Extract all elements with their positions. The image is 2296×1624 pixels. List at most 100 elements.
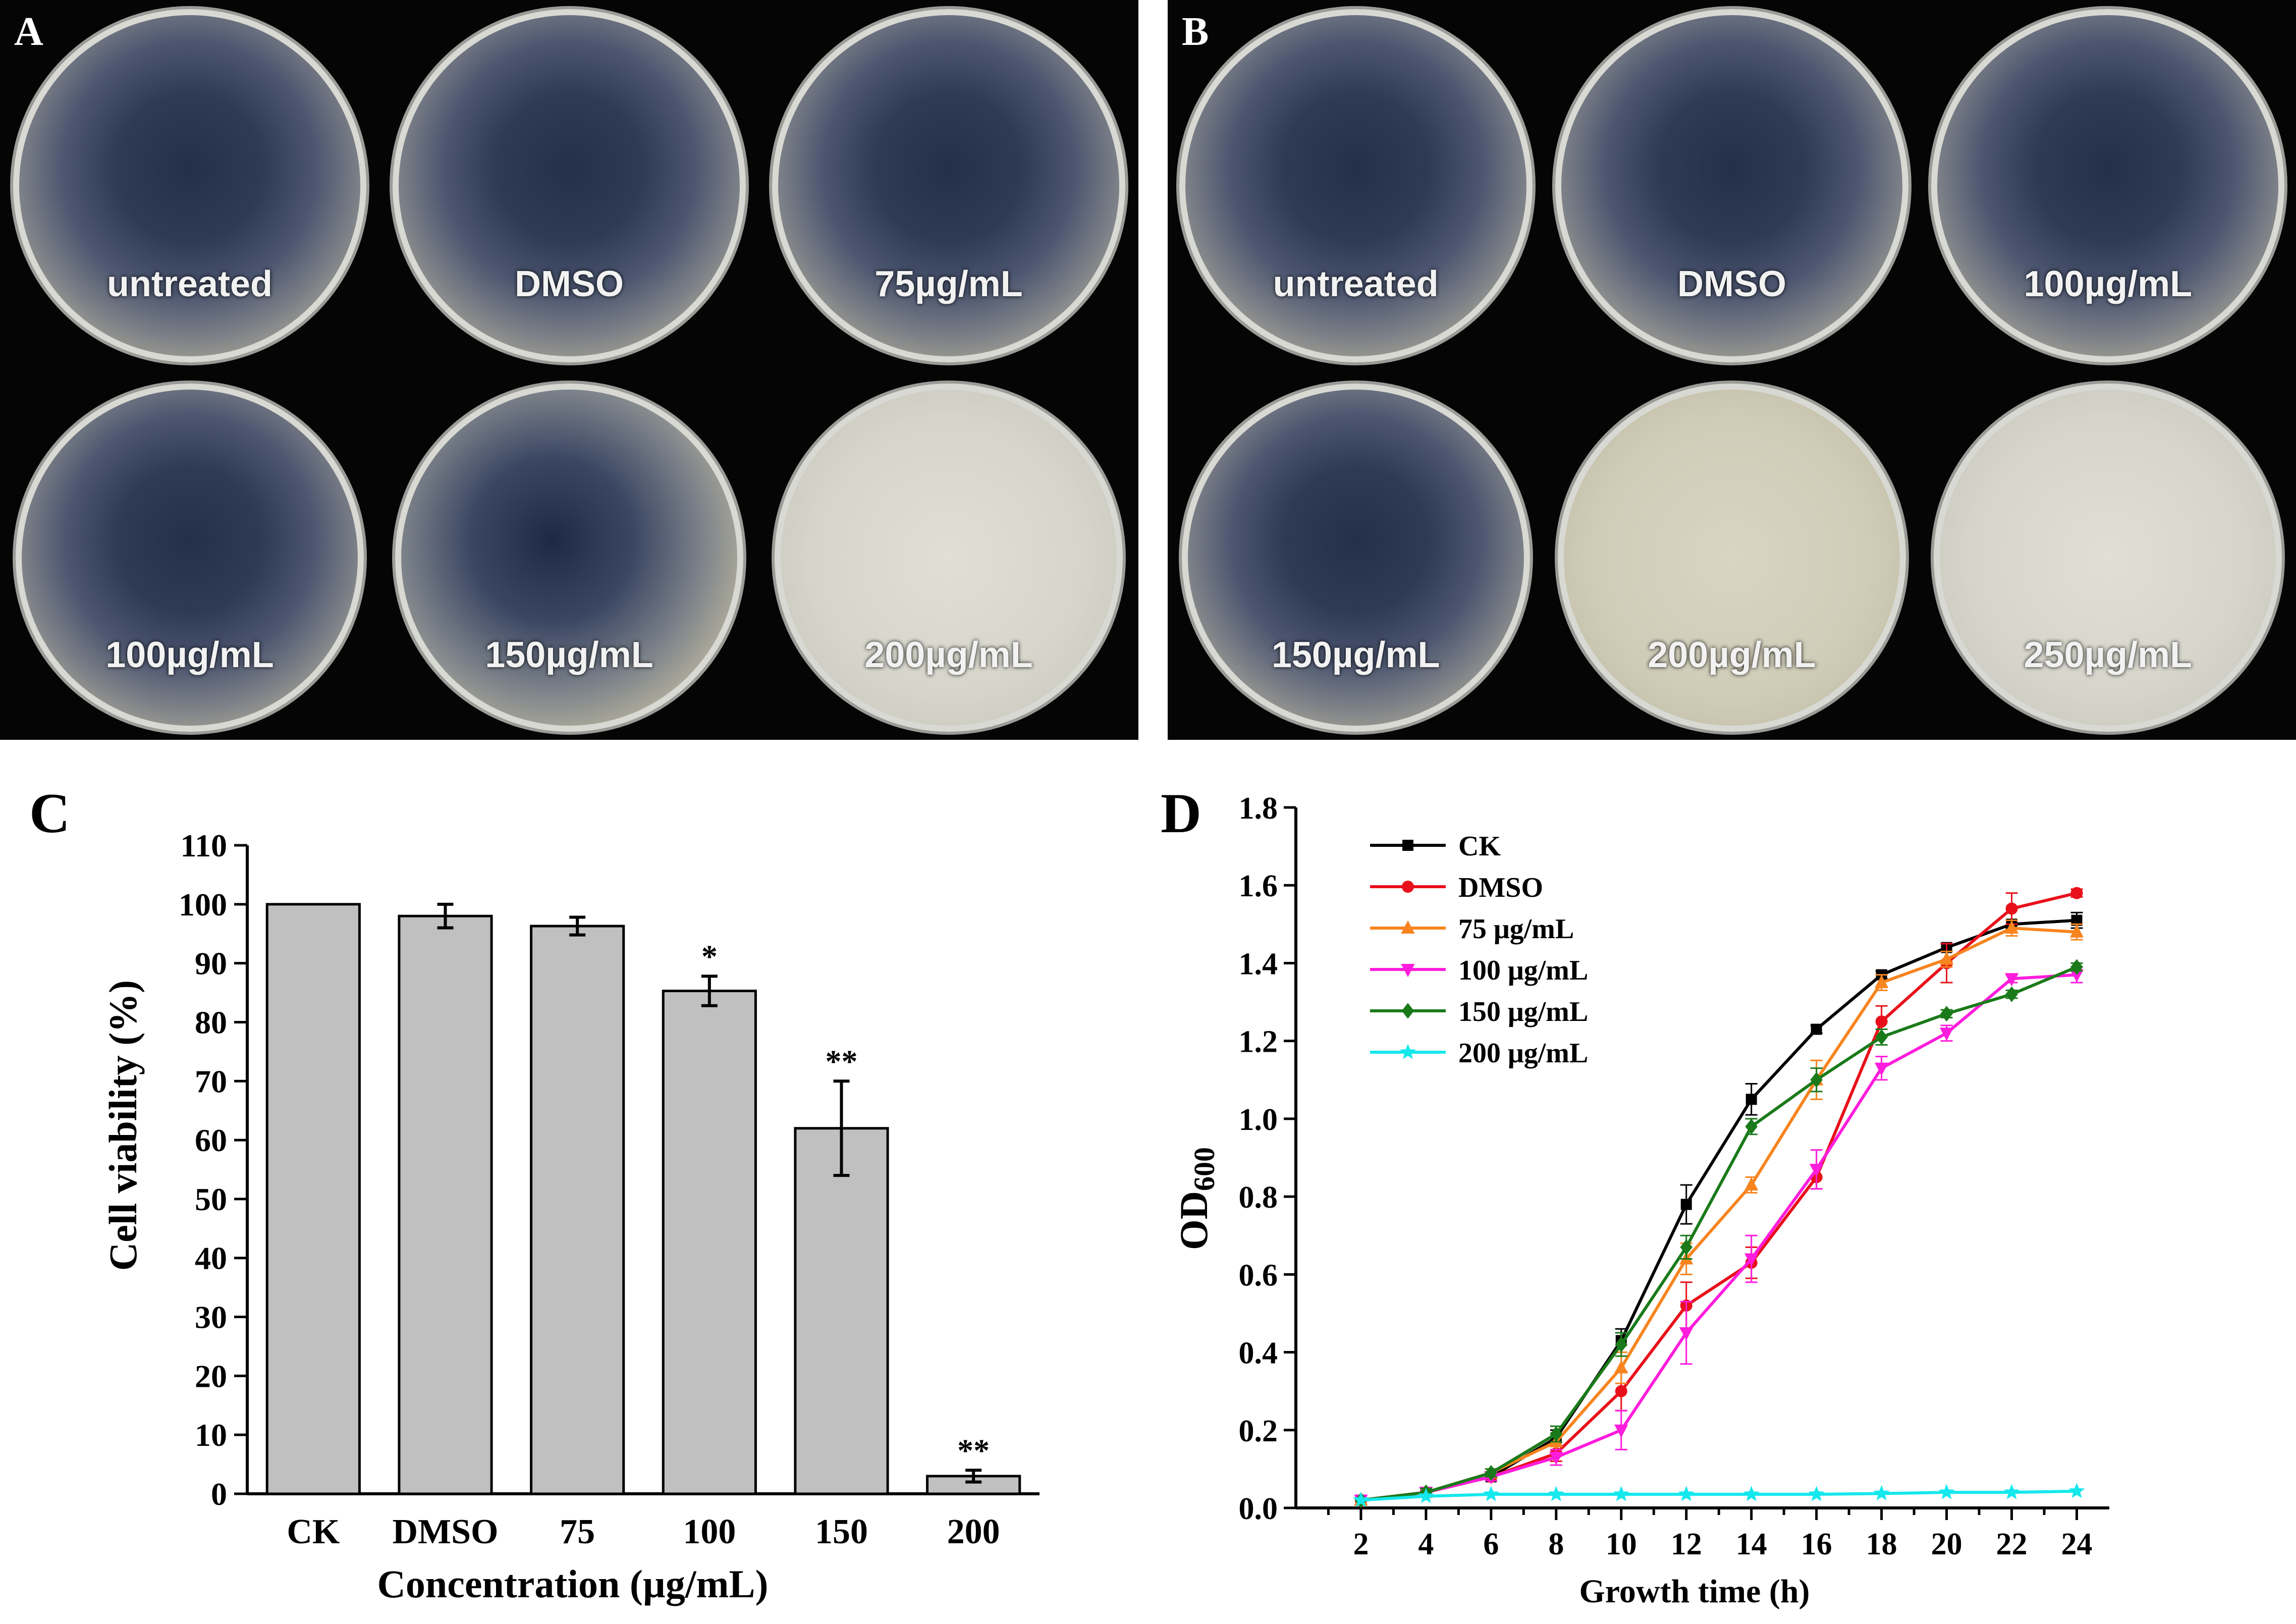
y-tick-label: 30 — [195, 1300, 227, 1335]
panel-a-photo: A untreated DMSO 75µg/mL 100µg/mL 150µg/mL 20… — [0, 0, 1138, 740]
data-point — [1401, 1003, 1414, 1019]
data-point — [2003, 1484, 2020, 1499]
x-tick-label: 200 — [947, 1512, 1000, 1551]
data-point — [1550, 1426, 1563, 1442]
y-tick-label: 100 — [179, 887, 227, 923]
data-point — [1678, 1486, 1694, 1501]
x-tick-label: 75 — [560, 1512, 595, 1551]
y-tick-label: 0.8 — [1239, 1180, 1278, 1215]
bar — [265, 903, 361, 1495]
data-point — [1615, 1336, 1628, 1352]
data-point — [1483, 1486, 1499, 1501]
data-point — [1745, 1094, 1757, 1105]
x-tick-label: CK — [287, 1512, 340, 1551]
y-tick-label: 70 — [195, 1063, 227, 1099]
cell-viability-bar-chart: Cell viability (%) Concentration (µg/mL)… — [101, 828, 1040, 1606]
data-point — [1485, 1465, 1498, 1481]
panel-a-petri-plate: DMSO — [393, 9, 746, 362]
data-point — [1401, 920, 1415, 934]
y-tick-label: 0 — [211, 1476, 227, 1512]
panel-a-petri-plate: 75µg/mL — [772, 9, 1125, 362]
series-line — [1360, 965, 2078, 1502]
y-tick-label: 1.4 — [1239, 947, 1278, 981]
y-tick-label: 0.6 — [1239, 1258, 1278, 1292]
x-tick-label: 8 — [1548, 1527, 1564, 1561]
data-point — [2069, 924, 2084, 938]
y-tick-label: 60 — [195, 1122, 227, 1158]
data-point — [2070, 959, 2083, 975]
y-tick-label: 1.8 — [1239, 791, 1278, 826]
x-tick-label: 4 — [1418, 1527, 1434, 1561]
y-tick-label: 110 — [181, 828, 227, 863]
x-tick-label: 100 — [683, 1512, 736, 1551]
plate-label: 100µg/mL — [2024, 264, 2193, 304]
y-tick-label: 1.0 — [1239, 1103, 1278, 1137]
series — [1353, 1483, 2085, 1507]
y-axis-label: OD600 — [1172, 1147, 1221, 1250]
x-tick-label: 16 — [1801, 1527, 1832, 1561]
significance-label: ** — [957, 1432, 990, 1468]
significance-label: ** — [826, 1043, 858, 1079]
legend-label: CK — [1458, 831, 1501, 862]
panel-b-petri-plate: 250µg/mL — [1934, 384, 2282, 732]
panel-b-petri-plate: DMSO — [1555, 9, 1908, 362]
data-point — [1614, 1424, 1628, 1438]
data-point — [1808, 1486, 1825, 1501]
data-point — [1549, 1451, 1563, 1465]
x-tick-label: 22 — [1996, 1527, 2028, 1561]
data-point — [1743, 1486, 1760, 1501]
y-tick-label: 1.2 — [1239, 1025, 1278, 1059]
data-point — [1874, 975, 1889, 988]
data-point — [2005, 986, 2018, 1002]
series-line — [1360, 973, 2077, 1502]
data-point — [2004, 973, 2019, 987]
data-point — [2070, 887, 2083, 899]
plate-label: 150µg/mL — [1271, 634, 1440, 675]
panel-b-photo: B untreated DMSO 100µg/mL 150µg/mL 200µg/mL 2… — [1168, 0, 2296, 740]
y-axis-label: Cell viability (%) — [101, 980, 145, 1271]
x-axis-label: Growth time (h) — [1579, 1573, 1810, 1610]
bar — [530, 925, 625, 1495]
bar — [794, 1127, 889, 1495]
data-point — [1811, 1023, 1822, 1035]
plate-label: DMSO — [1677, 264, 1786, 304]
data-point — [1613, 1486, 1629, 1501]
legend-label: DMSO — [1458, 872, 1543, 903]
plate-label: untreated — [1273, 264, 1439, 304]
data-point — [2005, 902, 2018, 915]
plate-label: untreated — [106, 264, 273, 304]
panel-c-letter: C — [29, 782, 70, 845]
x-tick-label: 10 — [1606, 1527, 1637, 1561]
panel-b-letter: B — [1182, 10, 1209, 54]
x-tick-label: 12 — [1671, 1527, 1702, 1561]
data-point — [1353, 1491, 1369, 1507]
data-point — [1939, 1027, 1954, 1041]
panel-b-petri-plate: 150µg/mL — [1181, 384, 1530, 732]
bar — [398, 914, 493, 1495]
plate-label: 200µg/mL — [1648, 634, 1816, 675]
plate-label: DMSO — [515, 264, 624, 304]
data-point — [1679, 1327, 1693, 1341]
data-point — [1873, 1485, 1890, 1501]
x-tick-label: 24 — [2061, 1527, 2093, 1561]
data-point — [2004, 920, 2019, 934]
plate-label: 75µg/mL — [874, 264, 1023, 304]
data-point — [1401, 964, 1415, 978]
y-tick-label: 80 — [195, 1004, 227, 1040]
data-point — [1810, 1164, 1824, 1177]
data-point — [2068, 1483, 2085, 1498]
legend-label: 75 μg/mL — [1458, 913, 1574, 945]
data-point — [1744, 1253, 1759, 1267]
data-point — [1939, 951, 1954, 965]
panel-b-petri-plate: untreated — [1179, 9, 1533, 362]
data-point — [1680, 1199, 1692, 1210]
y-tick-label: 90 — [195, 946, 227, 982]
x-axis-label: Concentration (µg/mL) — [377, 1562, 768, 1606]
panel-a-petri-plate: 100µg/mL — [16, 384, 364, 732]
x-tick-label: DMSO — [393, 1512, 499, 1551]
data-point — [1402, 881, 1414, 893]
y-tick-label: 20 — [195, 1358, 227, 1394]
legend-label: 150 μg/mL — [1458, 996, 1588, 1027]
data-point — [1680, 1239, 1693, 1255]
legend-label: 100 μg/mL — [1458, 955, 1588, 986]
